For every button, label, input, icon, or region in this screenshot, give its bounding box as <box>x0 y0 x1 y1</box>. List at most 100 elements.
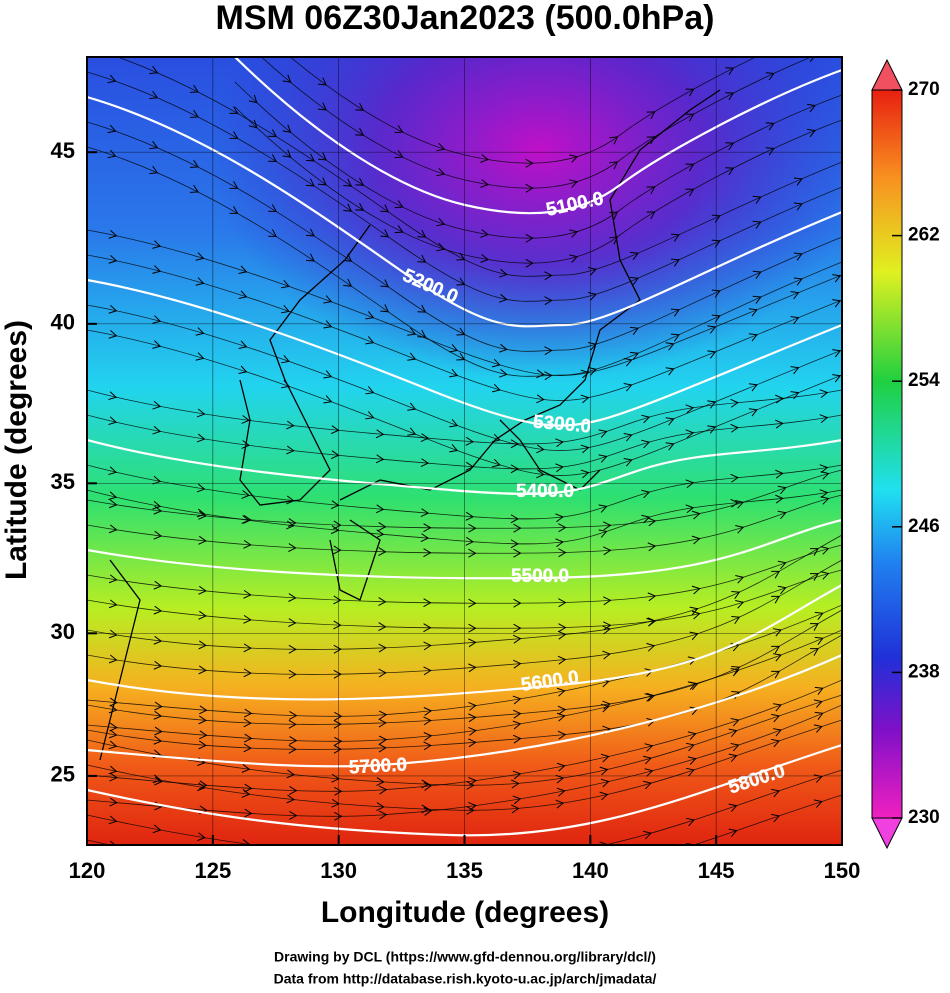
wind-arrow <box>189 109 199 118</box>
streamline <box>87 534 842 650</box>
wind-arrow <box>378 710 388 720</box>
wind-arrow <box>711 314 721 323</box>
wind-arrow <box>512 734 522 744</box>
wind-arrow <box>790 291 800 300</box>
wind-arrow <box>334 811 343 821</box>
wind-arrow <box>468 663 477 673</box>
contour-label: 5700.0 <box>348 755 407 779</box>
wind-arrow <box>491 383 501 393</box>
wind-arrow <box>238 340 248 349</box>
wind-arrow <box>355 102 365 111</box>
wind-arrow <box>775 419 784 429</box>
wind-arrow <box>587 367 597 376</box>
wind-arrow <box>813 724 823 733</box>
wind-arrow <box>423 741 432 751</box>
wind-arrow <box>380 304 390 313</box>
wind-arrow <box>512 770 522 780</box>
wind-arrow <box>513 598 522 608</box>
wind-arrow <box>108 729 118 739</box>
wind-arrow <box>343 278 353 287</box>
wind-arrow <box>772 703 782 712</box>
wind-arrow <box>793 277 803 286</box>
wind-arrow <box>771 570 781 579</box>
wind-arrow <box>556 762 566 772</box>
wind-arrow <box>730 718 740 727</box>
colorbar-tick-label: 238 <box>908 661 940 682</box>
wind-arrow <box>394 225 404 234</box>
x-tick-label: 145 <box>698 858 735 883</box>
wind-arrow <box>832 299 842 308</box>
wind-arrow <box>365 311 375 320</box>
wind-arrow <box>491 358 501 368</box>
wind-arrow <box>809 573 819 581</box>
wind-arrow <box>108 524 118 534</box>
wind-arrow <box>813 699 823 708</box>
wind-arrow <box>268 229 278 238</box>
wind-arrow <box>641 514 651 524</box>
wind-arrow <box>407 327 417 336</box>
wind-arrow <box>725 167 735 176</box>
wind-arrow <box>421 880 428 888</box>
contour-line <box>87 95 842 328</box>
colorbar <box>871 89 903 819</box>
wind-arrow <box>513 523 522 533</box>
wind-arrow <box>380 279 390 288</box>
wind-arrow <box>243 808 253 818</box>
wind-arrow <box>153 580 163 590</box>
wind-streamlines <box>87 45 842 888</box>
wind-arrow <box>407 427 417 436</box>
wind-arrow <box>423 666 432 676</box>
wind-arrow <box>108 230 118 239</box>
wind-arrow <box>752 220 762 229</box>
wind-arrow <box>243 783 253 793</box>
wind-arrow <box>196 408 206 418</box>
wind-arrow <box>305 153 315 162</box>
wind-arrow <box>646 211 656 220</box>
wind-arrow <box>665 367 675 376</box>
wind-arrow <box>646 111 656 120</box>
map-title: MSM 06Z30Jan2023 (500.0hPa) <box>216 0 715 37</box>
wind-arrow <box>623 358 633 367</box>
wind-arrow <box>268 154 278 163</box>
wind-arrow <box>108 416 118 426</box>
wind-arrow <box>772 628 782 637</box>
wind-arrow <box>334 786 343 796</box>
wind-arrow <box>771 788 781 798</box>
wind-arrow <box>196 483 206 493</box>
wind-arrow <box>378 743 387 753</box>
wind-arrow <box>417 254 427 263</box>
wind-arrow <box>766 45 776 55</box>
wind-arrow <box>602 621 612 631</box>
wind-arrow <box>623 383 633 392</box>
wind-arrow <box>243 514 252 524</box>
wind-arrow <box>108 815 118 825</box>
wind-arrow <box>647 592 657 602</box>
streamline <box>87 794 842 845</box>
wind-arrow <box>195 327 205 336</box>
credit-line: Drawing by DCL (https://www.gfd-dennou.o… <box>274 949 656 965</box>
streamline <box>87 329 842 476</box>
wind-arrow <box>525 158 534 168</box>
wind-arrow <box>423 782 433 791</box>
wind-arrow <box>420 508 430 518</box>
wind-arrow <box>199 730 208 740</box>
wind-arrow <box>305 228 315 237</box>
wind-arrow <box>730 668 740 677</box>
wind-arrow <box>333 595 342 605</box>
wind-arrow <box>670 258 680 267</box>
wind-arrow <box>318 152 327 161</box>
wind-arrow <box>832 349 842 358</box>
wind-arrow <box>289 785 298 795</box>
wind-arrow <box>198 585 207 595</box>
wind-arrow <box>449 419 459 428</box>
wind-arrow <box>249 45 260 56</box>
wind-arrow <box>468 623 477 633</box>
wind-arrow <box>197 832 206 842</box>
wind-arrow <box>544 346 553 356</box>
wind-arrow <box>813 774 823 783</box>
wind-arrow <box>544 271 553 281</box>
colorbar-max-arrow <box>871 58 903 91</box>
wind-arrow <box>195 252 205 261</box>
wind-arrow <box>355 202 365 211</box>
wind-arrow <box>417 229 427 238</box>
